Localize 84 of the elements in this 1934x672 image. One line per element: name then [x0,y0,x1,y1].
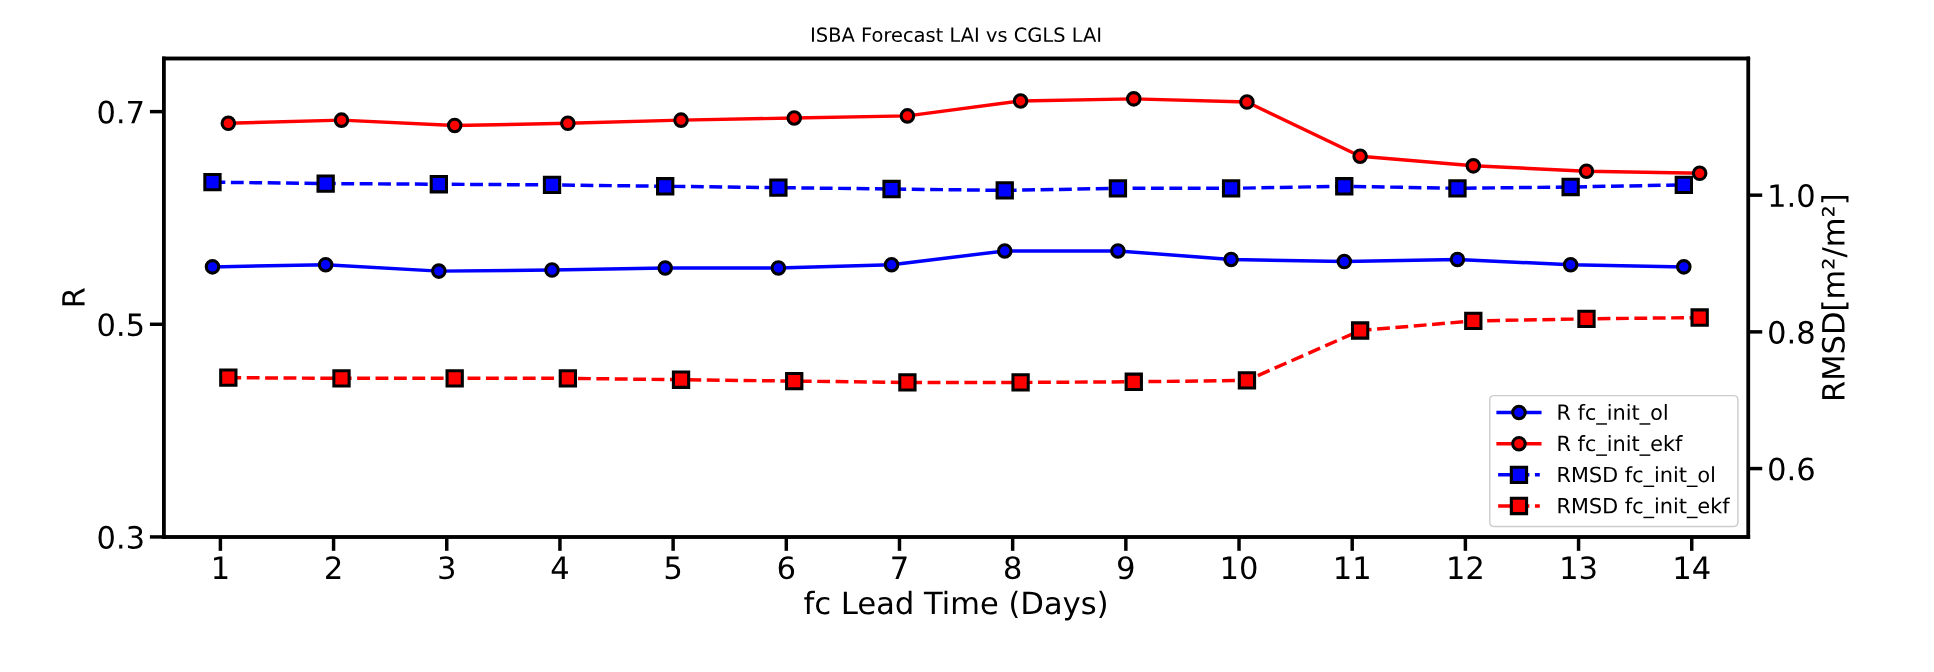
x-tick-label: 14 [1675,556,1710,579]
x-tick-label: 10 [1222,556,1257,580]
point [1110,243,1126,259]
point [770,260,787,276]
legend-label: RMSD fc_init_ekf [1558,497,1730,519]
point [1465,158,1482,174]
point [1124,372,1143,391]
point [1336,253,1353,270]
point [1577,309,1596,329]
point [671,370,691,389]
point [1449,251,1466,268]
point [219,368,238,387]
y2-tick-label: 1.0 [1770,184,1814,208]
point [560,115,576,132]
y2-tick-label: 0.6 [1769,457,1814,481]
x-tick-label: 7 [892,556,907,579]
point [316,174,335,193]
legend-label: RMSD fc_init_ol [1558,466,1714,488]
point [1335,177,1354,196]
point [333,112,350,128]
point [429,175,449,194]
point [995,181,1014,200]
x-tick-label: 12 [1449,556,1482,579]
y2-axis-title: RMSD[m²/m²] [1821,195,1849,400]
x-tick-label: 1 [214,556,228,579]
point [1011,373,1030,392]
point [1676,259,1692,275]
point [769,178,788,197]
x-tick-label: 6 [778,556,795,580]
point [1108,179,1128,198]
point [1690,308,1709,327]
legend-label: R fc_init_ekf [1558,435,1683,456]
x-tick-label: 11 [1336,556,1369,579]
y-tick-label: 0.3 [98,525,143,549]
point [1691,165,1708,182]
point [673,112,689,128]
y2-tick-label: 0.8 [1769,320,1814,344]
x-tick-label: 5 [665,556,681,580]
point [1464,311,1483,331]
point [1352,148,1368,165]
point [786,110,802,126]
point [1674,175,1693,195]
point [882,179,901,199]
point [204,259,221,275]
x-tick-label: 2 [326,556,341,579]
point [1239,94,1255,110]
point [883,256,900,273]
legend-label: R fc_init_ol [1558,403,1667,425]
point [544,262,560,278]
point [898,373,917,392]
x-tick-label: 13 [1562,556,1596,580]
point [1350,321,1370,340]
point [445,369,464,388]
point [656,177,675,196]
point [317,256,334,273]
y-tick-label: 0.5 [98,313,143,337]
point [899,108,916,124]
point [431,263,447,279]
point [1125,91,1142,107]
y-tick-label: 0.7 [98,100,143,124]
x-tick-label: 4 [551,556,568,579]
y-axis-title: R [62,287,85,306]
point [446,117,463,134]
point [1012,93,1029,109]
point [785,371,804,391]
point [220,115,237,132]
point [203,173,222,192]
x-tick-label: 8 [1005,556,1021,580]
chart-title: ISBA Forecast LAI vs CGLS LAI [812,27,1101,43]
point [657,260,673,276]
point [996,243,1013,259]
point [542,175,562,195]
point [1237,371,1257,390]
point [1448,179,1467,198]
x-axis-title: fc Lead Time (Days) [804,590,1106,621]
point [1223,251,1239,268]
x-tick-label: 9 [1118,556,1134,580]
x-tick-label: 3 [439,556,455,580]
point [1561,177,1580,197]
point [558,369,578,388]
point [332,369,351,388]
point [1221,179,1241,198]
point [1578,163,1595,179]
point [1562,256,1579,273]
